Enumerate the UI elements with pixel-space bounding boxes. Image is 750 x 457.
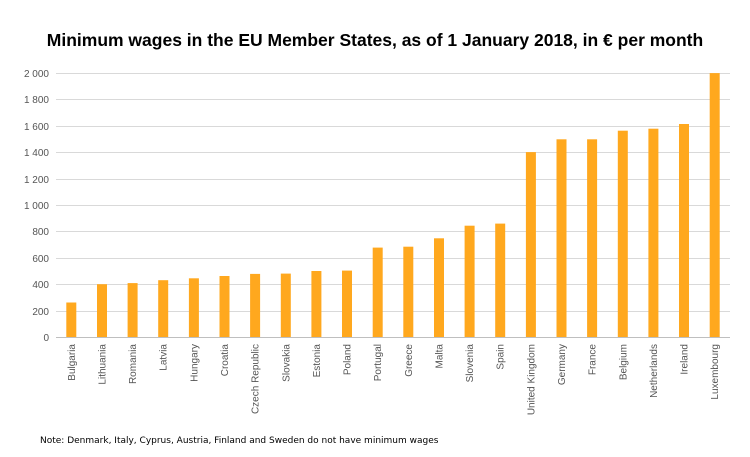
x-tick-label: Slovenia bbox=[465, 344, 476, 383]
y-tick-label: 800 bbox=[32, 227, 49, 238]
y-tick-label: 200 bbox=[32, 307, 49, 318]
x-tick-label: Ireland bbox=[680, 344, 691, 375]
bar-romania bbox=[127, 283, 138, 337]
x-tick-label: Estonia bbox=[312, 344, 323, 378]
bar-greece bbox=[403, 246, 414, 337]
x-tick-label: Netherlands bbox=[649, 344, 660, 398]
x-tick-label: Portugal bbox=[373, 344, 384, 381]
y-axis-ticks: 0 200 400 600 800 1 000 1 200 1 400 1 600 1 800 2 … bbox=[24, 69, 49, 344]
bar-bulgaria bbox=[66, 302, 77, 337]
x-tick-label: Hungary bbox=[189, 344, 200, 382]
y-tick-label: 2 000 bbox=[24, 69, 49, 80]
x-tick-label: Croatia bbox=[220, 344, 231, 377]
bar-malta bbox=[434, 238, 444, 337]
bar-latvia bbox=[158, 280, 169, 337]
y-tick-label: 0 bbox=[43, 333, 49, 344]
x-tick-label: Czech Republic bbox=[251, 344, 262, 414]
y-tick-label: 1 200 bbox=[24, 175, 49, 186]
bar-united-kingdom bbox=[525, 152, 536, 337]
bar-france bbox=[587, 139, 598, 337]
x-tick-label: Germany bbox=[557, 344, 568, 385]
x-tick-label: Greece bbox=[404, 344, 415, 377]
bar-estonia bbox=[311, 271, 322, 337]
bar-germany bbox=[556, 139, 567, 337]
x-tick-label: Romania bbox=[128, 344, 139, 384]
x-tick-label: United Kingdom bbox=[526, 344, 537, 415]
bar-lithuania bbox=[97, 284, 107, 337]
bars bbox=[66, 73, 720, 337]
x-tick-label: Bulgaria bbox=[67, 344, 78, 381]
x-tick-label: France bbox=[588, 344, 599, 376]
bar-hungary bbox=[188, 278, 199, 337]
bar-portugal bbox=[372, 247, 383, 337]
bar-belgium bbox=[617, 130, 628, 337]
chart-note: Note: Denmark, Italy, Cyprus, Austria, F… bbox=[40, 436, 439, 446]
y-tick-label: 1 400 bbox=[24, 148, 49, 159]
gridlines bbox=[56, 73, 730, 338]
x-tick-label: Spain bbox=[496, 344, 507, 370]
bar-ireland bbox=[679, 124, 689, 337]
y-tick-label: 1 000 bbox=[24, 201, 49, 212]
chart-title: Minimum wages in the EU Member States, a… bbox=[46, 30, 704, 50]
y-tick-label: 400 bbox=[32, 280, 49, 291]
bar-croatia bbox=[219, 276, 230, 337]
x-tick-label: Lithuania bbox=[97, 344, 108, 385]
bar-luxembourg bbox=[709, 73, 720, 337]
bar-netherlands bbox=[648, 128, 659, 337]
y-tick-label: 1 600 bbox=[24, 122, 49, 133]
bar-poland bbox=[342, 270, 352, 337]
x-tick-label: Latvia bbox=[159, 344, 170, 371]
x-axis-ticks: Bulgaria Lithuania Romania Latvia Hungary Cro… bbox=[67, 344, 721, 416]
x-tick-label: Malta bbox=[434, 344, 445, 369]
y-tick-label: 1 800 bbox=[24, 95, 49, 106]
x-tick-label: Belgium bbox=[618, 344, 629, 380]
bar-spain bbox=[495, 223, 506, 337]
x-tick-label: Poland bbox=[343, 344, 354, 375]
bar-slovenia bbox=[464, 225, 475, 337]
x-tick-label: Slovakia bbox=[281, 344, 292, 382]
y-tick-label: 600 bbox=[32, 254, 49, 265]
bar-czech-republic bbox=[250, 273, 261, 337]
x-tick-label: Luxembourg bbox=[710, 344, 721, 400]
bar-slovakia bbox=[280, 273, 291, 337]
